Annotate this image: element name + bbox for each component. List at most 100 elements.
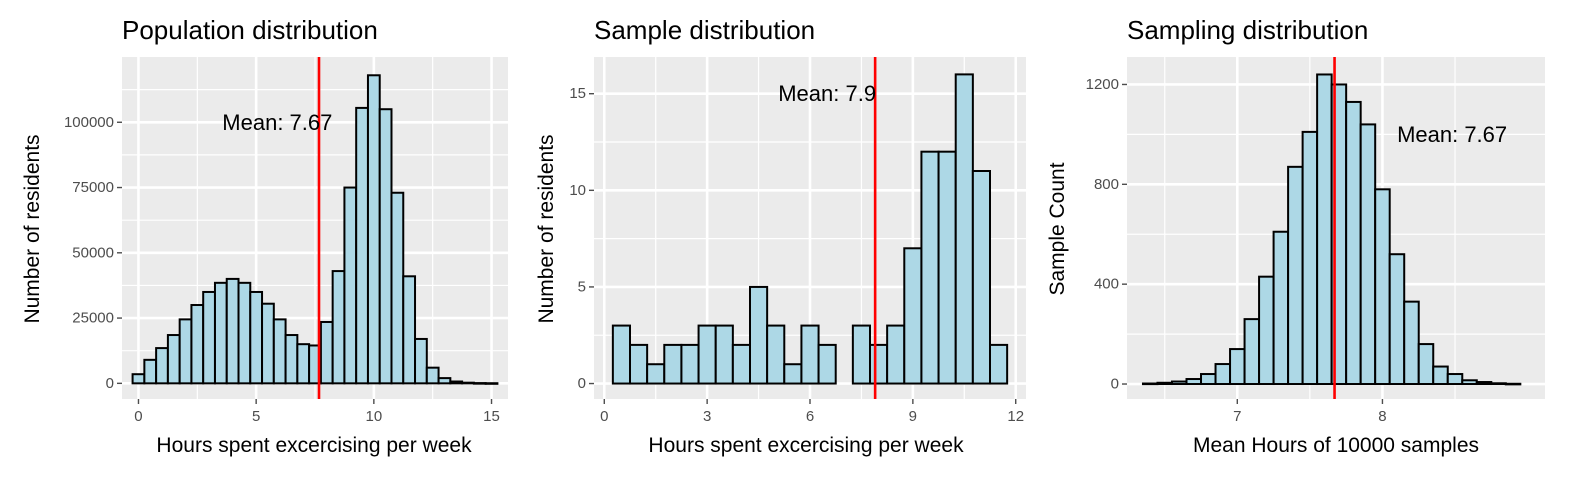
y-tick-label: 100000 bbox=[64, 114, 114, 131]
histogram-bar bbox=[296, 343, 311, 385]
y-tick-label: 5 bbox=[578, 278, 586, 295]
histogram-bar bbox=[472, 382, 487, 385]
histogram-bar bbox=[731, 343, 751, 385]
x-axis-title: Mean Hours of 10000 samples bbox=[1193, 434, 1479, 457]
y-tick-label: 1200 bbox=[1086, 76, 1119, 93]
histogram-bar bbox=[213, 281, 228, 385]
y-axis: 0 25000 50000 75000 100000 bbox=[64, 114, 122, 392]
histogram-bar bbox=[646, 363, 666, 385]
histogram-bar bbox=[225, 277, 240, 385]
histogram-bar bbox=[1170, 380, 1188, 386]
histogram-bar bbox=[449, 380, 464, 385]
y-axis: 0 5 10 15 bbox=[569, 85, 594, 392]
x-tick-label: 5 bbox=[252, 408, 260, 425]
histogram-bar bbox=[800, 324, 820, 385]
y-tick-label: 0 bbox=[106, 375, 114, 392]
histogram-bar bbox=[1345, 100, 1362, 386]
histogram-bar bbox=[1272, 230, 1290, 386]
histogram-bar bbox=[237, 281, 252, 385]
histogram-bar bbox=[1141, 382, 1159, 386]
histogram-bar bbox=[484, 382, 499, 385]
y-tick-label: 400 bbox=[1094, 276, 1119, 293]
histogram-bar bbox=[1403, 300, 1420, 386]
histogram-bar bbox=[202, 290, 216, 385]
histogram-bar bbox=[1301, 130, 1319, 386]
sample-distribution-chart: Sample distribution Hours spent excercis… bbox=[535, 15, 1026, 457]
x-tick-label: 8 bbox=[1378, 408, 1386, 425]
histogram-bar bbox=[1359, 123, 1377, 386]
histogram-bar bbox=[1185, 378, 1203, 386]
histogram-bar bbox=[886, 324, 906, 385]
histogram-bar bbox=[1504, 382, 1522, 386]
x-tick-label: 7 bbox=[1233, 408, 1241, 425]
major-grid bbox=[594, 57, 1026, 399]
histogram-bar bbox=[1316, 73, 1333, 386]
chart-title: Sample distribution bbox=[594, 15, 815, 45]
histogram-bar bbox=[1417, 343, 1435, 386]
x-tick-label: 0 bbox=[600, 408, 608, 425]
population-distribution-chart: Population distribution Hours spent exce… bbox=[21, 15, 508, 457]
x-tick-label: 6 bbox=[806, 408, 814, 425]
histogram-bar bbox=[284, 334, 299, 385]
x-axis-title: Hours spent excercising per week bbox=[156, 434, 472, 457]
x-tick-label: 0 bbox=[134, 408, 142, 425]
mean-annotation: Mean: 7.67 bbox=[222, 110, 332, 135]
histogram-bar bbox=[1388, 253, 1406, 386]
x-axis-title: Hours spent excercising per week bbox=[648, 434, 964, 457]
histogram-bars bbox=[1141, 73, 1522, 386]
x-tick-label: 3 bbox=[703, 408, 711, 425]
y-tick-label: 75000 bbox=[72, 179, 114, 196]
histogram-bar bbox=[343, 186, 358, 385]
histogram-bar bbox=[143, 358, 158, 385]
histogram-bar bbox=[166, 334, 181, 385]
histogram-bar bbox=[319, 320, 334, 385]
x-tick-label: 9 bbox=[909, 408, 917, 425]
histogram-bar bbox=[178, 318, 193, 385]
histogram-bar bbox=[989, 343, 1009, 385]
y-tick-label: 0 bbox=[1111, 376, 1119, 393]
histogram-bar bbox=[1475, 381, 1493, 386]
histogram-bar bbox=[390, 191, 405, 385]
histogram-bars bbox=[611, 73, 1009, 385]
histogram-bar bbox=[1287, 165, 1304, 386]
histogram-bar bbox=[1214, 363, 1232, 386]
chart-title: Sampling distribution bbox=[1127, 15, 1368, 45]
histogram-bar bbox=[629, 343, 649, 385]
y-axis-title: Number of residents bbox=[21, 134, 44, 323]
histogram-bar bbox=[680, 343, 700, 385]
histogram-bar bbox=[1229, 348, 1246, 386]
histogram-bar bbox=[611, 324, 631, 385]
histogram-bar bbox=[817, 343, 837, 385]
y-axis-title: Number of residents bbox=[535, 134, 558, 323]
histogram-bar bbox=[1490, 382, 1507, 386]
histogram-bar bbox=[697, 324, 717, 385]
histogram-bar bbox=[425, 366, 440, 385]
histogram-bar bbox=[261, 302, 275, 385]
histogram-bar bbox=[1156, 381, 1173, 386]
x-axis: 0 5 10 15 bbox=[134, 399, 500, 425]
y-tick-label: 15 bbox=[569, 85, 586, 102]
histogram-bar bbox=[249, 290, 264, 385]
histogram-bars bbox=[131, 74, 499, 385]
histogram-bar bbox=[461, 381, 475, 385]
histogram-bar bbox=[414, 337, 428, 385]
y-tick-label: 800 bbox=[1094, 176, 1119, 193]
histogram-bar bbox=[749, 285, 769, 385]
mean-annotation: Mean: 7.9 bbox=[778, 81, 876, 106]
histogram-bar bbox=[190, 304, 205, 385]
histogram-bar bbox=[155, 347, 169, 385]
sampling-distribution-chart: Sampling distribution Mean Hours of 1000… bbox=[1046, 15, 1545, 457]
histogram-bar bbox=[869, 343, 889, 385]
histogram-bar bbox=[714, 324, 734, 385]
histogram-bar bbox=[1432, 365, 1449, 386]
y-tick-label: 25000 bbox=[72, 310, 114, 327]
histogram-bar bbox=[402, 275, 417, 385]
y-tick-label: 10 bbox=[569, 182, 586, 199]
histogram-bar bbox=[783, 363, 803, 385]
histogram-bar bbox=[355, 106, 369, 385]
histogram-bar bbox=[366, 74, 381, 385]
histogram-bar bbox=[937, 150, 957, 385]
histogram-bar bbox=[1243, 318, 1261, 386]
histogram-bar bbox=[971, 170, 991, 385]
